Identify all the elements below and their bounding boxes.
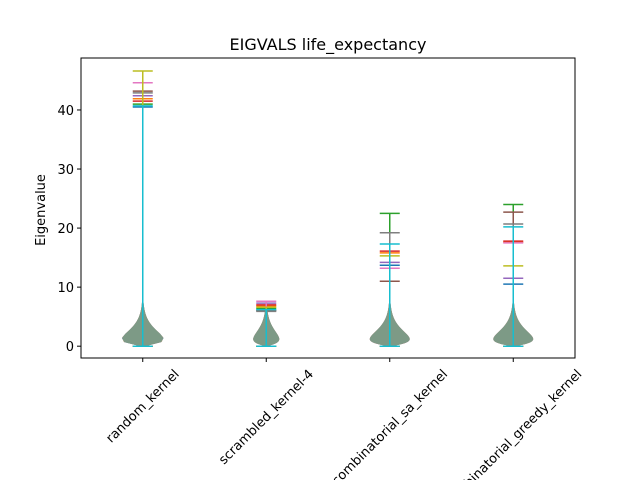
y-tick-label: 10 — [57, 281, 74, 296]
y-axis-label: Eigenvalue — [34, 174, 49, 246]
chart-title: EIGVALS life_expectancy — [230, 35, 427, 55]
plot-frame — [80, 57, 576, 359]
x-tick-label: combinatorial_greedy_kernel — [442, 367, 585, 480]
y-tick-label: 30 — [57, 163, 74, 178]
x-tick-label: combinatorial_sa_kernel — [329, 367, 451, 480]
x-tick-label: scrambled_kernel-4 — [216, 367, 317, 468]
y-tick-label: 20 — [57, 222, 74, 237]
y-tick-label: 40 — [57, 104, 74, 119]
y-tick-label: 0 — [66, 340, 74, 355]
x-tick-label: random_kernel — [104, 367, 183, 446]
